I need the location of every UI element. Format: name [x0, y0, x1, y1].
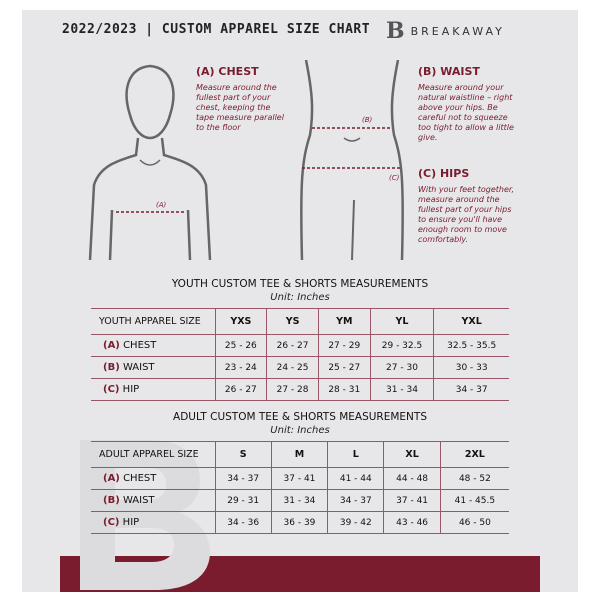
cell: 34 - 37 — [214, 467, 272, 490]
cell: 34 - 36 — [214, 511, 272, 534]
youth-header-label: YOUTH APPAREL SIZE — [91, 308, 215, 335]
cell: 41 - 45.5 — [439, 489, 509, 512]
waist-marker: (B) — [362, 116, 373, 124]
size-header: YS — [266, 308, 319, 335]
cell: 43 - 46 — [383, 511, 441, 534]
row-label: (B) WAIST — [91, 356, 215, 379]
cell: 37 - 41 — [270, 467, 328, 490]
cell: 25 - 27 — [317, 356, 371, 379]
logo-mark: B — [386, 18, 405, 44]
adult-header-label: ADULT APPAREL SIZE — [91, 441, 215, 468]
chest-heading: (A) CHEST — [196, 65, 259, 78]
cell: 28 - 31 — [317, 378, 371, 401]
table-row: (C) HIP 34 - 36 36 - 39 39 - 42 43 - 46 46 - … — [91, 511, 509, 534]
row-label: (B) WAIST — [91, 489, 215, 512]
cell: 41 - 44 — [327, 467, 384, 490]
size-header: L — [327, 441, 384, 468]
cell: 27 - 28 — [266, 378, 319, 401]
adult-table-title: ADULT CUSTOM TEE & SHORTS MEASUREMENTS — [173, 411, 427, 423]
size-header: YL — [369, 308, 434, 335]
cell: 34 - 37 — [433, 378, 509, 401]
cell: 27 - 30 — [369, 356, 434, 379]
table-row: (A) CHEST 34 - 37 37 - 41 41 - 44 44 - 48 48 … — [91, 467, 509, 490]
hips-description: With your feet together, measure around … — [418, 185, 515, 244]
row-label: (C) HIP — [91, 378, 215, 401]
waist-description: Measure around your natural waistline – … — [418, 83, 514, 142]
row-label: (C) HIP — [91, 511, 215, 534]
cell: 27 - 29 — [317, 334, 371, 357]
size-header: 2XL — [439, 441, 509, 468]
page-title: 2022/2023 | CUSTOM APPAREL SIZE CHART — [62, 22, 371, 37]
cell: 26 - 27 — [266, 334, 319, 357]
table-row: (B) WAIST 23 - 24 24 - 25 25 - 27 27 - 30 30 … — [91, 356, 509, 379]
waist-heading: (B) WAIST — [418, 65, 480, 78]
hips-marker: (C) — [389, 174, 400, 182]
cell: 31 - 34 — [270, 489, 328, 512]
youth-unit: Unit: Inches — [270, 292, 330, 303]
cell: 31 - 34 — [369, 378, 434, 401]
cell: 24 - 25 — [266, 356, 319, 379]
size-header: YXS — [214, 308, 267, 335]
cell: 44 - 48 — [383, 467, 441, 490]
cell: 29 - 32.5 — [369, 334, 434, 357]
cell: 37 - 41 — [383, 489, 441, 512]
cell: 29 - 31 — [214, 489, 272, 512]
size-header: YM — [317, 308, 371, 335]
youth-size-table: YOUTH APPAREL SIZE YXS YS YM YL YXL (A) … — [91, 308, 509, 401]
table-row: (B) WAIST 29 - 31 31 - 34 34 - 37 37 - 41 41 … — [91, 489, 509, 512]
torso-figure-illustration: (A) — [88, 64, 212, 260]
cell: 30 - 33 — [433, 356, 509, 379]
chest-description: Measure around the fullest part of your … — [196, 83, 284, 132]
row-label: (A) CHEST — [91, 334, 215, 357]
row-label: (A) CHEST — [91, 467, 215, 490]
table-row: (A) CHEST 25 - 26 26 - 27 27 - 29 29 - 32.5 3… — [91, 334, 509, 357]
cell: 36 - 39 — [270, 511, 328, 534]
cell: 32.5 - 35.5 — [433, 334, 509, 357]
adult-unit: Unit: Inches — [270, 425, 330, 436]
cell: 48 - 52 — [439, 467, 509, 490]
size-header: YXL — [433, 308, 509, 335]
logo-text: BREAKAWAY — [410, 24, 505, 38]
cell: 23 - 24 — [214, 356, 267, 379]
size-header: XL — [383, 441, 441, 468]
hips-heading: (C) HIPS — [418, 167, 470, 180]
youth-table-title: YOUTH CUSTOM TEE & SHORTS MEASUREMENTS — [171, 278, 429, 290]
cell: 25 - 26 — [214, 334, 267, 357]
table-header-row: YOUTH APPAREL SIZE YXS YS YM YL YXL — [91, 308, 509, 335]
hips-figure-illustration: (B) (C) — [300, 60, 404, 260]
size-header: S — [214, 441, 272, 468]
adult-size-table: ADULT APPAREL SIZE S M L XL 2XL (A) CHES… — [91, 441, 509, 534]
table-row: (C) HIP 26 - 27 27 - 28 28 - 31 31 - 34 34 - … — [91, 378, 509, 401]
brand-logo: B BREAKAWAY — [386, 18, 505, 44]
cell: 46 - 50 — [439, 511, 509, 534]
cell: 34 - 37 — [327, 489, 384, 512]
table-header-row: ADULT APPAREL SIZE S M L XL 2XL — [91, 441, 509, 468]
cell: 39 - 42 — [327, 511, 384, 534]
size-header: M — [270, 441, 328, 468]
chest-marker: (A) — [156, 201, 167, 209]
cell: 26 - 27 — [214, 378, 267, 401]
